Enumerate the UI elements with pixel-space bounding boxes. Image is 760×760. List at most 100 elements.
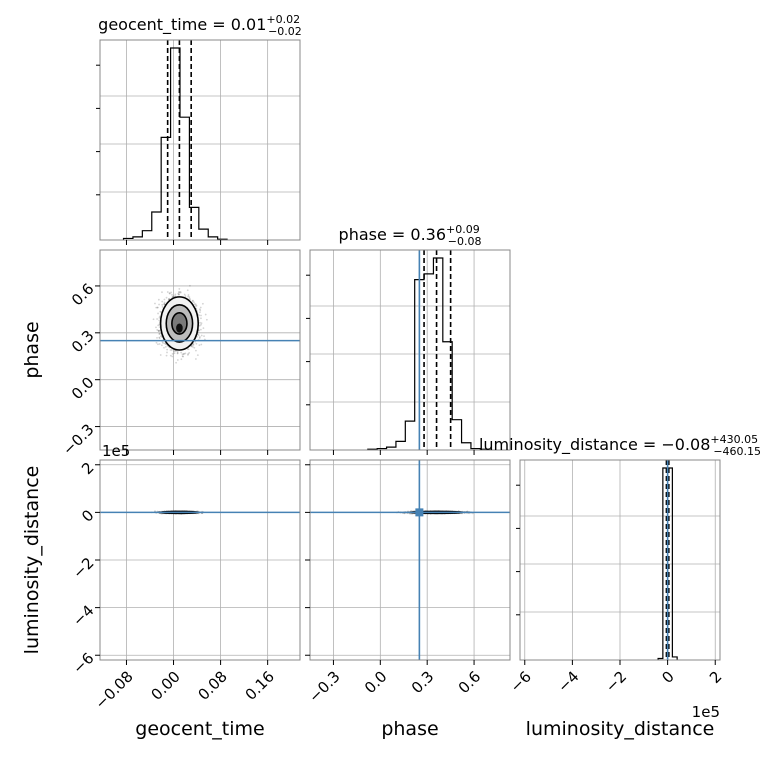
title-luminosity_distance: luminosity_distance = −0.08+430.05 −460.1…	[479, 433, 760, 458]
x-tick-label: −0.3	[305, 668, 343, 706]
sample-point	[177, 293, 180, 296]
sample-point	[183, 293, 186, 296]
x-axis-label-phase: phase	[381, 718, 438, 740]
sample-point	[179, 290, 182, 293]
y-offset-text: 1e5	[102, 442, 130, 460]
title-geocent_time: geocent_time = 0.01+0.02 −0.02	[98, 13, 302, 38]
x-axis-label-geocent_time: geocent_time	[135, 718, 264, 740]
sample-point	[163, 342, 166, 345]
sample-point	[176, 352, 179, 355]
sample-point	[199, 328, 202, 331]
sample-point	[197, 334, 200, 337]
sample-point	[195, 304, 198, 307]
sample-point	[161, 303, 164, 306]
sample-point	[198, 337, 201, 339]
sample-point	[188, 296, 191, 298]
panel-border	[99, 39, 301, 241]
sample-point	[163, 298, 166, 301]
x-tick-label: 0.16	[242, 668, 278, 704]
x-tick-label: 0.6	[455, 668, 485, 698]
panel-border	[309, 249, 511, 451]
sample-point	[181, 355, 184, 358]
sample-point	[158, 329, 161, 332]
sample-point	[194, 303, 197, 306]
sample-point	[176, 359, 179, 361]
sample-point	[180, 351, 183, 354]
sample-point	[198, 314, 200, 317]
sample-point	[157, 312, 159, 315]
sample-point	[195, 358, 197, 360]
sample-point	[158, 337, 161, 340]
sample-point	[191, 345, 194, 348]
sample-point	[170, 291, 173, 294]
x-tick-label: −6	[507, 668, 535, 696]
x-tick-label: 0.0	[361, 668, 391, 698]
panel-hist-luminosity_distance	[516, 459, 721, 665]
sample-point	[161, 300, 164, 303]
histogram-phase	[367, 257, 491, 450]
sample-point	[182, 355, 184, 358]
x-tick-label: 2	[706, 668, 725, 687]
sample-point	[156, 318, 158, 320]
sample-point	[181, 353, 184, 356]
panel-hist-geocent_time	[96, 39, 301, 245]
y-tick-label: 0	[78, 506, 97, 525]
x-offset-text: 1e5	[692, 703, 720, 721]
sample-point	[176, 350, 179, 353]
sample-point	[200, 322, 203, 325]
sample-point	[162, 342, 164, 344]
sample-point	[179, 291, 182, 294]
sample-point	[156, 306, 159, 309]
sample-point	[155, 326, 157, 329]
sample-point	[156, 329, 159, 331]
sample-point	[410, 510, 413, 512]
sample-point	[203, 335, 205, 338]
sample-point	[195, 342, 198, 345]
sample-point	[192, 344, 195, 346]
sample-point	[200, 323, 202, 326]
sample-point	[167, 298, 170, 301]
sample-point	[178, 291, 180, 293]
sample-point	[152, 318, 155, 321]
title-phase: phase = 0.36+0.09 −0.08	[339, 223, 482, 248]
sample-point	[169, 354, 172, 357]
sample-point	[184, 352, 187, 355]
sample-point	[175, 361, 177, 364]
sample-point	[192, 343, 195, 345]
y-tick-label: −4	[69, 601, 97, 629]
sample-point	[166, 291, 169, 293]
sample-point	[193, 346, 196, 349]
sample-point	[160, 344, 163, 347]
panel-scatter-phase-luminosity_distance	[305, 459, 511, 665]
sample-point	[163, 346, 165, 349]
sample-point	[189, 284, 191, 287]
sample-point	[180, 358, 183, 361]
sample-point	[158, 303, 160, 306]
sample-point	[158, 343, 161, 345]
y-tick-label: −6	[69, 649, 97, 677]
sample-point	[173, 295, 175, 298]
sample-point	[173, 352, 176, 355]
sample-point	[177, 292, 180, 295]
sample-point	[187, 352, 190, 355]
sample-point	[159, 310, 162, 313]
sample-point	[158, 315, 161, 318]
sample-point	[205, 318, 208, 321]
sample-point	[193, 303, 196, 305]
sample-point	[156, 306, 159, 309]
panel-scatter-geocent_time-phase	[95, 249, 301, 455]
sample-point	[171, 355, 174, 358]
sample-point	[171, 352, 174, 355]
y-axis-label-phase: phase	[21, 321, 43, 378]
sample-point	[158, 332, 161, 335]
y-tick-label: 2	[78, 459, 97, 478]
sample-point	[170, 349, 173, 351]
panel-border	[99, 249, 301, 451]
sample-point	[200, 317, 202, 320]
sample-point	[199, 311, 201, 314]
sample-point	[165, 296, 168, 299]
sample-point	[193, 301, 195, 304]
sample-point	[192, 299, 194, 302]
sample-point	[187, 294, 190, 296]
